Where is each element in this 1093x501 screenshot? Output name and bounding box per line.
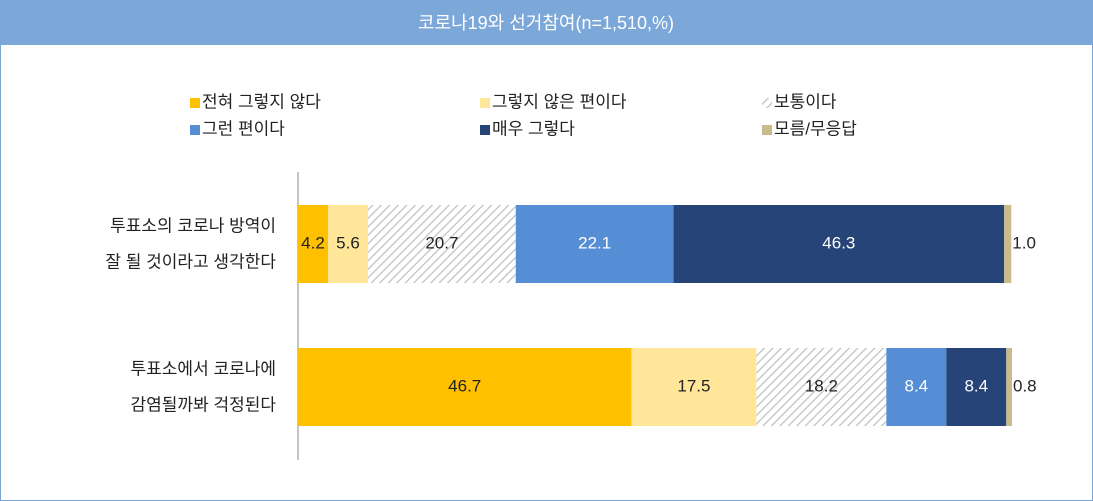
value-label: 46.3 — [822, 233, 855, 252]
value-label: 4.2 — [301, 233, 325, 252]
value-label: 8.4 — [964, 376, 988, 395]
legend-label: 전혀 그렇지 않다 — [202, 92, 321, 111]
legend-swatch — [480, 98, 490, 108]
y-tick-label: 투표소의 코로나 방역이 — [110, 216, 276, 235]
bar-segment — [886, 348, 947, 426]
legend-label: 보통이다 — [774, 92, 837, 111]
bar-segment — [756, 348, 887, 426]
legend-label: 모름/무응답 — [774, 119, 857, 138]
bar-segment — [367, 205, 516, 283]
legend-swatch — [190, 125, 200, 135]
chart-title: 코로나19와 선거참여(n=1,510,%) — [418, 13, 674, 33]
legend-label: 그렇지 않은 편이다 — [492, 92, 627, 111]
bar-segment — [673, 205, 1005, 283]
legend-swatch — [762, 125, 772, 135]
value-label: 8.4 — [905, 376, 929, 395]
legend-swatch — [762, 98, 772, 108]
bar-segment — [1004, 205, 1012, 283]
value-label: 17.5 — [677, 376, 710, 395]
bar-segment — [631, 348, 757, 426]
value-label: 18.2 — [805, 376, 838, 395]
legend-label: 그런 편이다 — [202, 119, 285, 138]
bar-segment — [1006, 348, 1012, 426]
bar-segment — [327, 205, 368, 283]
legend-swatch — [190, 98, 200, 108]
legend-label: 매우 그렇다 — [492, 119, 575, 138]
bar-segment — [298, 205, 328, 283]
y-tick-label: 잘 될 것이라고 생각한다 — [105, 252, 276, 271]
bar-segment — [298, 348, 632, 426]
y-tick-label: 투표소에서 코로나에 — [131, 359, 276, 378]
value-label: 20.7 — [425, 233, 458, 252]
value-label: 22.1 — [578, 233, 611, 252]
bar-segment — [946, 348, 1007, 426]
bar-segment — [515, 205, 674, 283]
value-label: 0.8 — [1013, 376, 1037, 395]
header — [0, 0, 1093, 45]
legend-swatch — [480, 125, 490, 135]
y-tick-label: 감염될까봐 걱정된다 — [131, 395, 277, 414]
value-label: 1.0 — [1012, 233, 1036, 252]
value-label: 46.7 — [448, 376, 481, 395]
value-label: 5.6 — [336, 233, 360, 252]
